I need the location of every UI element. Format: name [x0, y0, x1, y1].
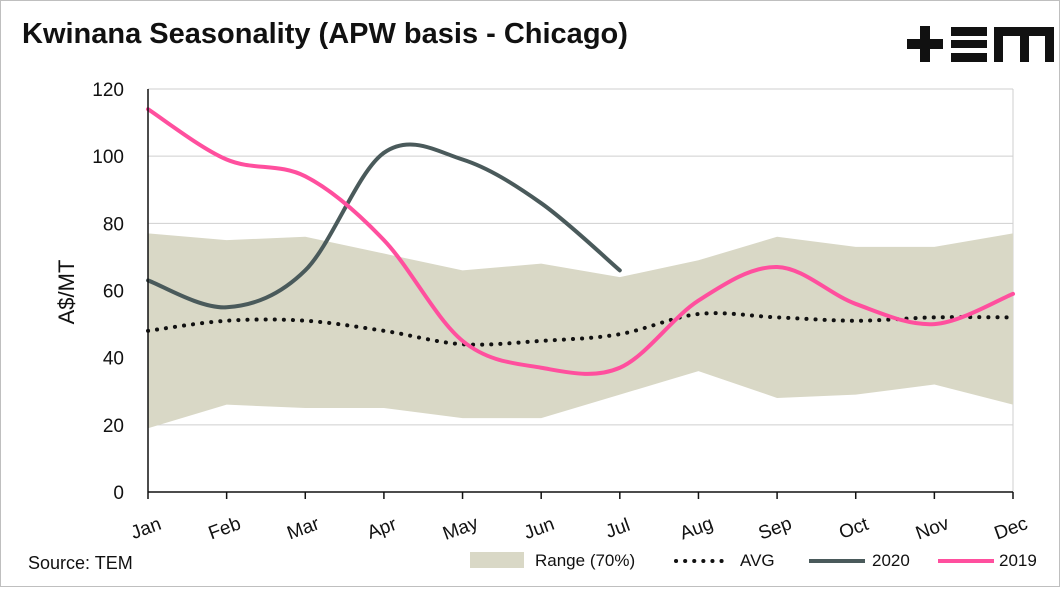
x-tick-label: Feb	[206, 513, 244, 544]
legend-item-2019: 2019	[938, 551, 1037, 570]
y-axis-title: A$/MT	[54, 260, 79, 325]
x-tick-label: Jul	[603, 515, 633, 543]
range-band	[148, 233, 1013, 429]
y-tick-label: 40	[103, 349, 124, 370]
legend-swatch-range	[470, 552, 524, 568]
y-tick-label: 0	[113, 483, 124, 504]
legend-item-2020: 2020	[809, 551, 910, 570]
x-tick-label: Mar	[284, 513, 323, 544]
x-tick-labels: Jan Feb Mar Apr May Jun Jul Aug Sep Oct Nov Dec	[128, 513, 1030, 545]
legend-label-2019: 2019	[999, 551, 1037, 570]
series-line-2019	[146, 107, 1015, 376]
x-tick-label: Dec	[992, 513, 1031, 544]
x-tick-label: Sep	[756, 513, 795, 544]
legend-label-2020: 2020	[872, 551, 910, 570]
y-tick-label: 60	[103, 282, 124, 303]
y-tick-labels: 0 20 40 60 80 100 120	[92, 80, 124, 504]
x-tick-label: May	[440, 513, 481, 545]
x-tick-label: Jun	[521, 514, 557, 544]
x-tick-label: Apr	[365, 514, 401, 544]
legend-label-range: Range (70%)	[535, 551, 635, 570]
y-tick-label: 100	[92, 147, 124, 168]
x-tick-label: Aug	[677, 513, 716, 544]
y-tick-label: 80	[103, 214, 124, 235]
series-line-avg	[146, 311, 1015, 347]
x-tick-label: Oct	[836, 514, 872, 544]
brand-logo	[907, 26, 1054, 62]
legend-item-range: Range (70%)	[470, 551, 635, 570]
source-note: Source: TEM	[28, 553, 133, 573]
legend: Range (70%) AVG 2020 2019	[470, 551, 1037, 570]
y-tick-label: 120	[92, 80, 124, 101]
series-lines	[146, 107, 1015, 376]
axes	[147, 89, 1014, 499]
chart-title: Kwinana Seasonality (APW basis - Chicago…	[22, 18, 628, 50]
x-tick-label: Nov	[913, 513, 952, 544]
x-tick-label: Jan	[128, 514, 164, 544]
series-line-2020	[146, 142, 622, 310]
legend-label-avg: AVG	[740, 551, 775, 570]
y-tick-label: 20	[103, 416, 124, 437]
legend-item-avg: AVG	[674, 551, 775, 570]
